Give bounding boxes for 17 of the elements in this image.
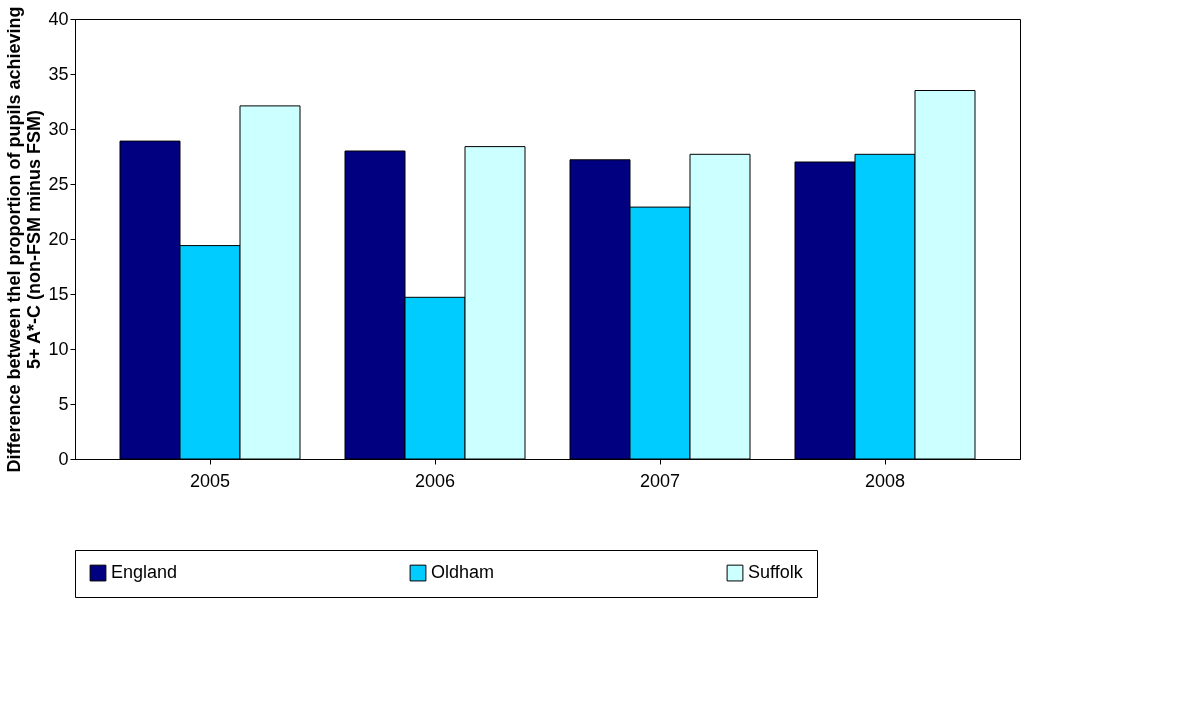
x-tick-label: 2008 bbox=[864, 470, 906, 491]
legend-label: Oldham bbox=[431, 562, 495, 583]
y-tick-label: 25 bbox=[48, 173, 69, 194]
x-tick-label: 2007 bbox=[639, 470, 681, 491]
y-tick-label: 30 bbox=[48, 118, 69, 139]
legend-label: England bbox=[111, 562, 178, 583]
legend-label: Suffolk bbox=[748, 562, 804, 583]
x-tick-label: 2005 bbox=[189, 470, 231, 491]
x-tick-label: 2006 bbox=[414, 470, 456, 491]
y-axis-title: Difference between thel proportion of pupils achieving 5+ A*-C (non-FSM minus FSM) bbox=[4, 6, 45, 473]
y-tick-label: 40 bbox=[48, 8, 69, 29]
y-tick-label: 15 bbox=[48, 283, 69, 304]
y-tick-label: 5 bbox=[58, 393, 69, 414]
y-tick-label: 10 bbox=[48, 338, 69, 359]
y-tick-label: 35 bbox=[48, 63, 69, 84]
y-tick-label: 20 bbox=[48, 228, 69, 249]
y-tick-label: 0 bbox=[58, 448, 69, 469]
